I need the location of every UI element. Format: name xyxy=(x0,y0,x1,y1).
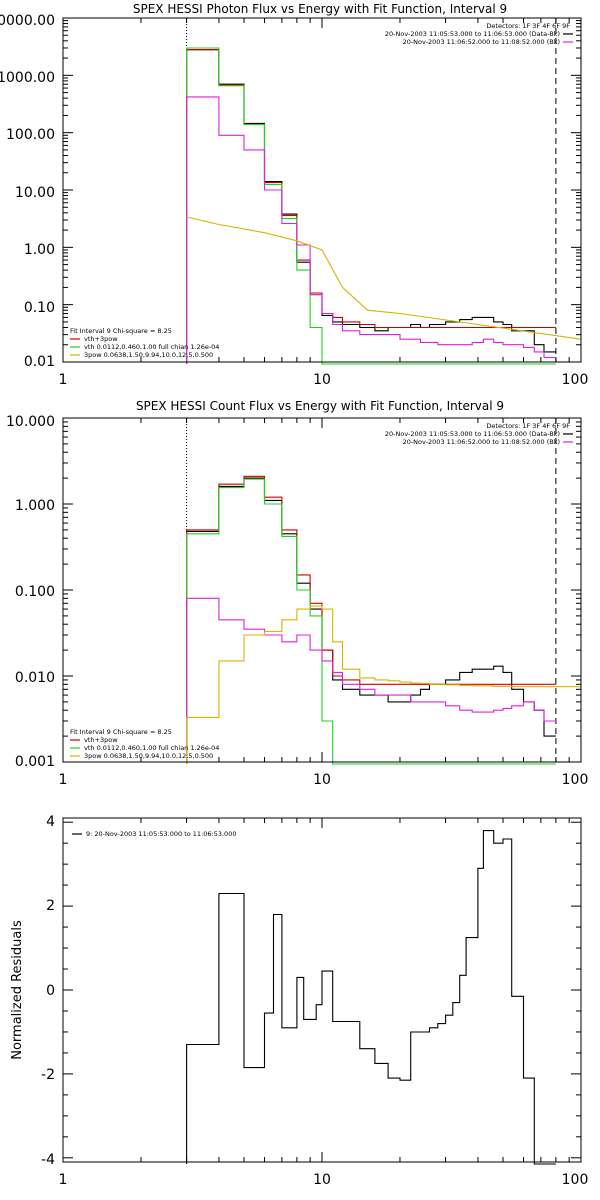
panel2-ytick: 10.000 xyxy=(6,414,55,430)
panel2-legend-top-right: Detectors: 1F 3F 4F 6F 9F 20-Nov-2003 11… xyxy=(385,422,573,446)
panel2-xtick: 1 xyxy=(59,772,68,788)
panel1-ytick: 0.10 xyxy=(24,300,55,316)
panel1-ytick: 1000.00 xyxy=(0,70,55,86)
panel2-axes-frame xyxy=(62,417,582,763)
panel1-legend-label: vth+3pow xyxy=(84,335,118,343)
panel1-ytick: 10.00 xyxy=(15,185,55,201)
panel2-legend-label: vth 0.0112,0.460,1.00 full chian 1.26e-0… xyxy=(84,744,219,752)
panel1-y-ticks: 10000.00 1000.00 100.00 10.00 1.00 0.10 … xyxy=(0,13,55,370)
panel3-x-ticks: 1 10 100 xyxy=(59,1172,589,1188)
panel1-legend-label: 3pow 0.0638,1.50,9.94,10.0,12.5,0.500 xyxy=(84,351,213,359)
panel2-legend-title: Detectors: 1F 3F 4F 6F 9F xyxy=(486,422,570,430)
panel1-ytick: 100.00 xyxy=(6,127,55,143)
panel3-xtick: 10 xyxy=(313,1172,331,1188)
panel1-legend-label: 20-Nov-2003 11:06:52.000 to 11:08:52.000… xyxy=(403,38,560,46)
panel2-ytick: 0.001 xyxy=(15,754,55,770)
panel1-fit-header: Fit Interval 9 Chi-square = 8.25 xyxy=(70,327,172,335)
panel1-fit-curve xyxy=(186,216,582,340)
panel2-ytick: 0.100 xyxy=(15,584,55,600)
panel3-xtick: 1 xyxy=(59,1172,68,1188)
panel3-ytick: 4 xyxy=(46,814,55,830)
panel-residuals: Normalized Residuals 4 2 0 -2 -4 1 10 10… xyxy=(10,814,588,1188)
panel3-series-0 xyxy=(186,830,556,1165)
panel1-ytick: 10000.00 xyxy=(0,13,55,29)
panel3-ytick: -2 xyxy=(41,1067,55,1083)
panel3-y-ticks: 4 2 0 -2 -4 xyxy=(41,814,55,1168)
panel-count-flux: SPEX HESSI Count Flux vs Energy with Fit… xyxy=(6,399,588,788)
panel3-ytick: -4 xyxy=(41,1152,55,1168)
panel2-legend-label: 3pow 0.0638,1.50,9.94,10.0,12.5,0.500 xyxy=(84,752,213,760)
panel1-title: SPEX HESSI Photon Flux vs Energy with Fi… xyxy=(133,2,507,16)
panel2-xtick: 100 xyxy=(562,772,589,788)
panel3-legend: 9: 20-Nov-2003 11:05:53.000 to 11:06:53.… xyxy=(72,830,236,838)
panel1-legend-label: vth 0.0112,0.460,1.00 full chian 1.26e-0… xyxy=(84,343,219,351)
panel1-x-tickmarks xyxy=(62,18,570,362)
panel3-xtick: 100 xyxy=(562,1172,589,1188)
panel2-legend-bottom-left: Fit Interval 9 Chi-square = 8.25 vth+3po… xyxy=(70,728,219,760)
panel1-x-ticks: 1 10 100 xyxy=(59,372,589,388)
panel1-series-0 xyxy=(186,49,556,364)
panel2-xtick: 10 xyxy=(313,772,331,788)
panel2-series-0 xyxy=(186,477,556,764)
panel2-legend-label: vth+3pow xyxy=(84,736,118,744)
panel2-title: SPEX HESSI Count Flux vs Energy with Fit… xyxy=(136,399,504,413)
panel2-ytick: 0.010 xyxy=(15,670,55,686)
panel3-ytick: 0 xyxy=(46,983,55,999)
panel3-axes-frame xyxy=(62,817,582,1163)
panel1-series-2 xyxy=(186,47,556,365)
panel2-legend-label: 20-Nov-2003 11:06:52.000 to 11:08:52.000… xyxy=(403,438,560,446)
panel1-series-3 xyxy=(186,96,556,364)
panel2-fit-header: Fit Interval 9 Chi-square = 8.25 xyxy=(70,728,172,736)
panel2-legend-label: 20-Nov-2003 11:05:53.000 to 11:06:53.000… xyxy=(385,430,560,438)
panel1-ytick: 1.00 xyxy=(24,242,55,258)
panel1-xtick: 1 xyxy=(59,372,68,388)
panel3-ylabel: Normalized Residuals xyxy=(10,920,25,1060)
panel2-fit-curve xyxy=(186,605,581,764)
panel2-series-3 xyxy=(186,597,556,764)
panel1-ytick: 0.01 xyxy=(24,354,55,370)
panel1-legend-label: 20-Nov-2003 11:05:53.000 to 11:06:53.000… xyxy=(385,30,560,38)
panel1-legend-top-right: Detectors: 1F 3F 4F 6F 9F 20-Nov-2003 11… xyxy=(385,22,573,46)
panel-photon-flux: SPEX HESSI Photon Flux vs Energy with Fi… xyxy=(0,2,588,388)
panel3-y-tickmarks xyxy=(63,821,581,1159)
panel2-y-ticks: 10.000 1.000 0.100 0.010 0.001 xyxy=(6,414,55,770)
panel2-ytick: 1.000 xyxy=(15,498,55,514)
panel3-legend-label: 9: 20-Nov-2003 11:05:53.000 to 11:06:53.… xyxy=(86,830,236,838)
panel1-legend-bottom-left: Fit Interval 9 Chi-square = 8.25 vth+3po… xyxy=(70,327,219,359)
panel3-x-tickmarks xyxy=(62,818,570,1162)
panel1-xtick: 10 xyxy=(313,372,331,388)
panel1-series-1 xyxy=(186,49,556,364)
panel2-series-2 xyxy=(186,478,556,765)
panel1-axes-frame xyxy=(62,17,582,363)
panel1-xtick: 100 xyxy=(562,372,589,388)
panel2-x-ticks: 1 10 100 xyxy=(59,772,589,788)
panel3-ytick: 2 xyxy=(46,898,55,914)
panel1-legend-title: Detectors: 1F 3F 4F 6F 9F xyxy=(486,22,570,30)
